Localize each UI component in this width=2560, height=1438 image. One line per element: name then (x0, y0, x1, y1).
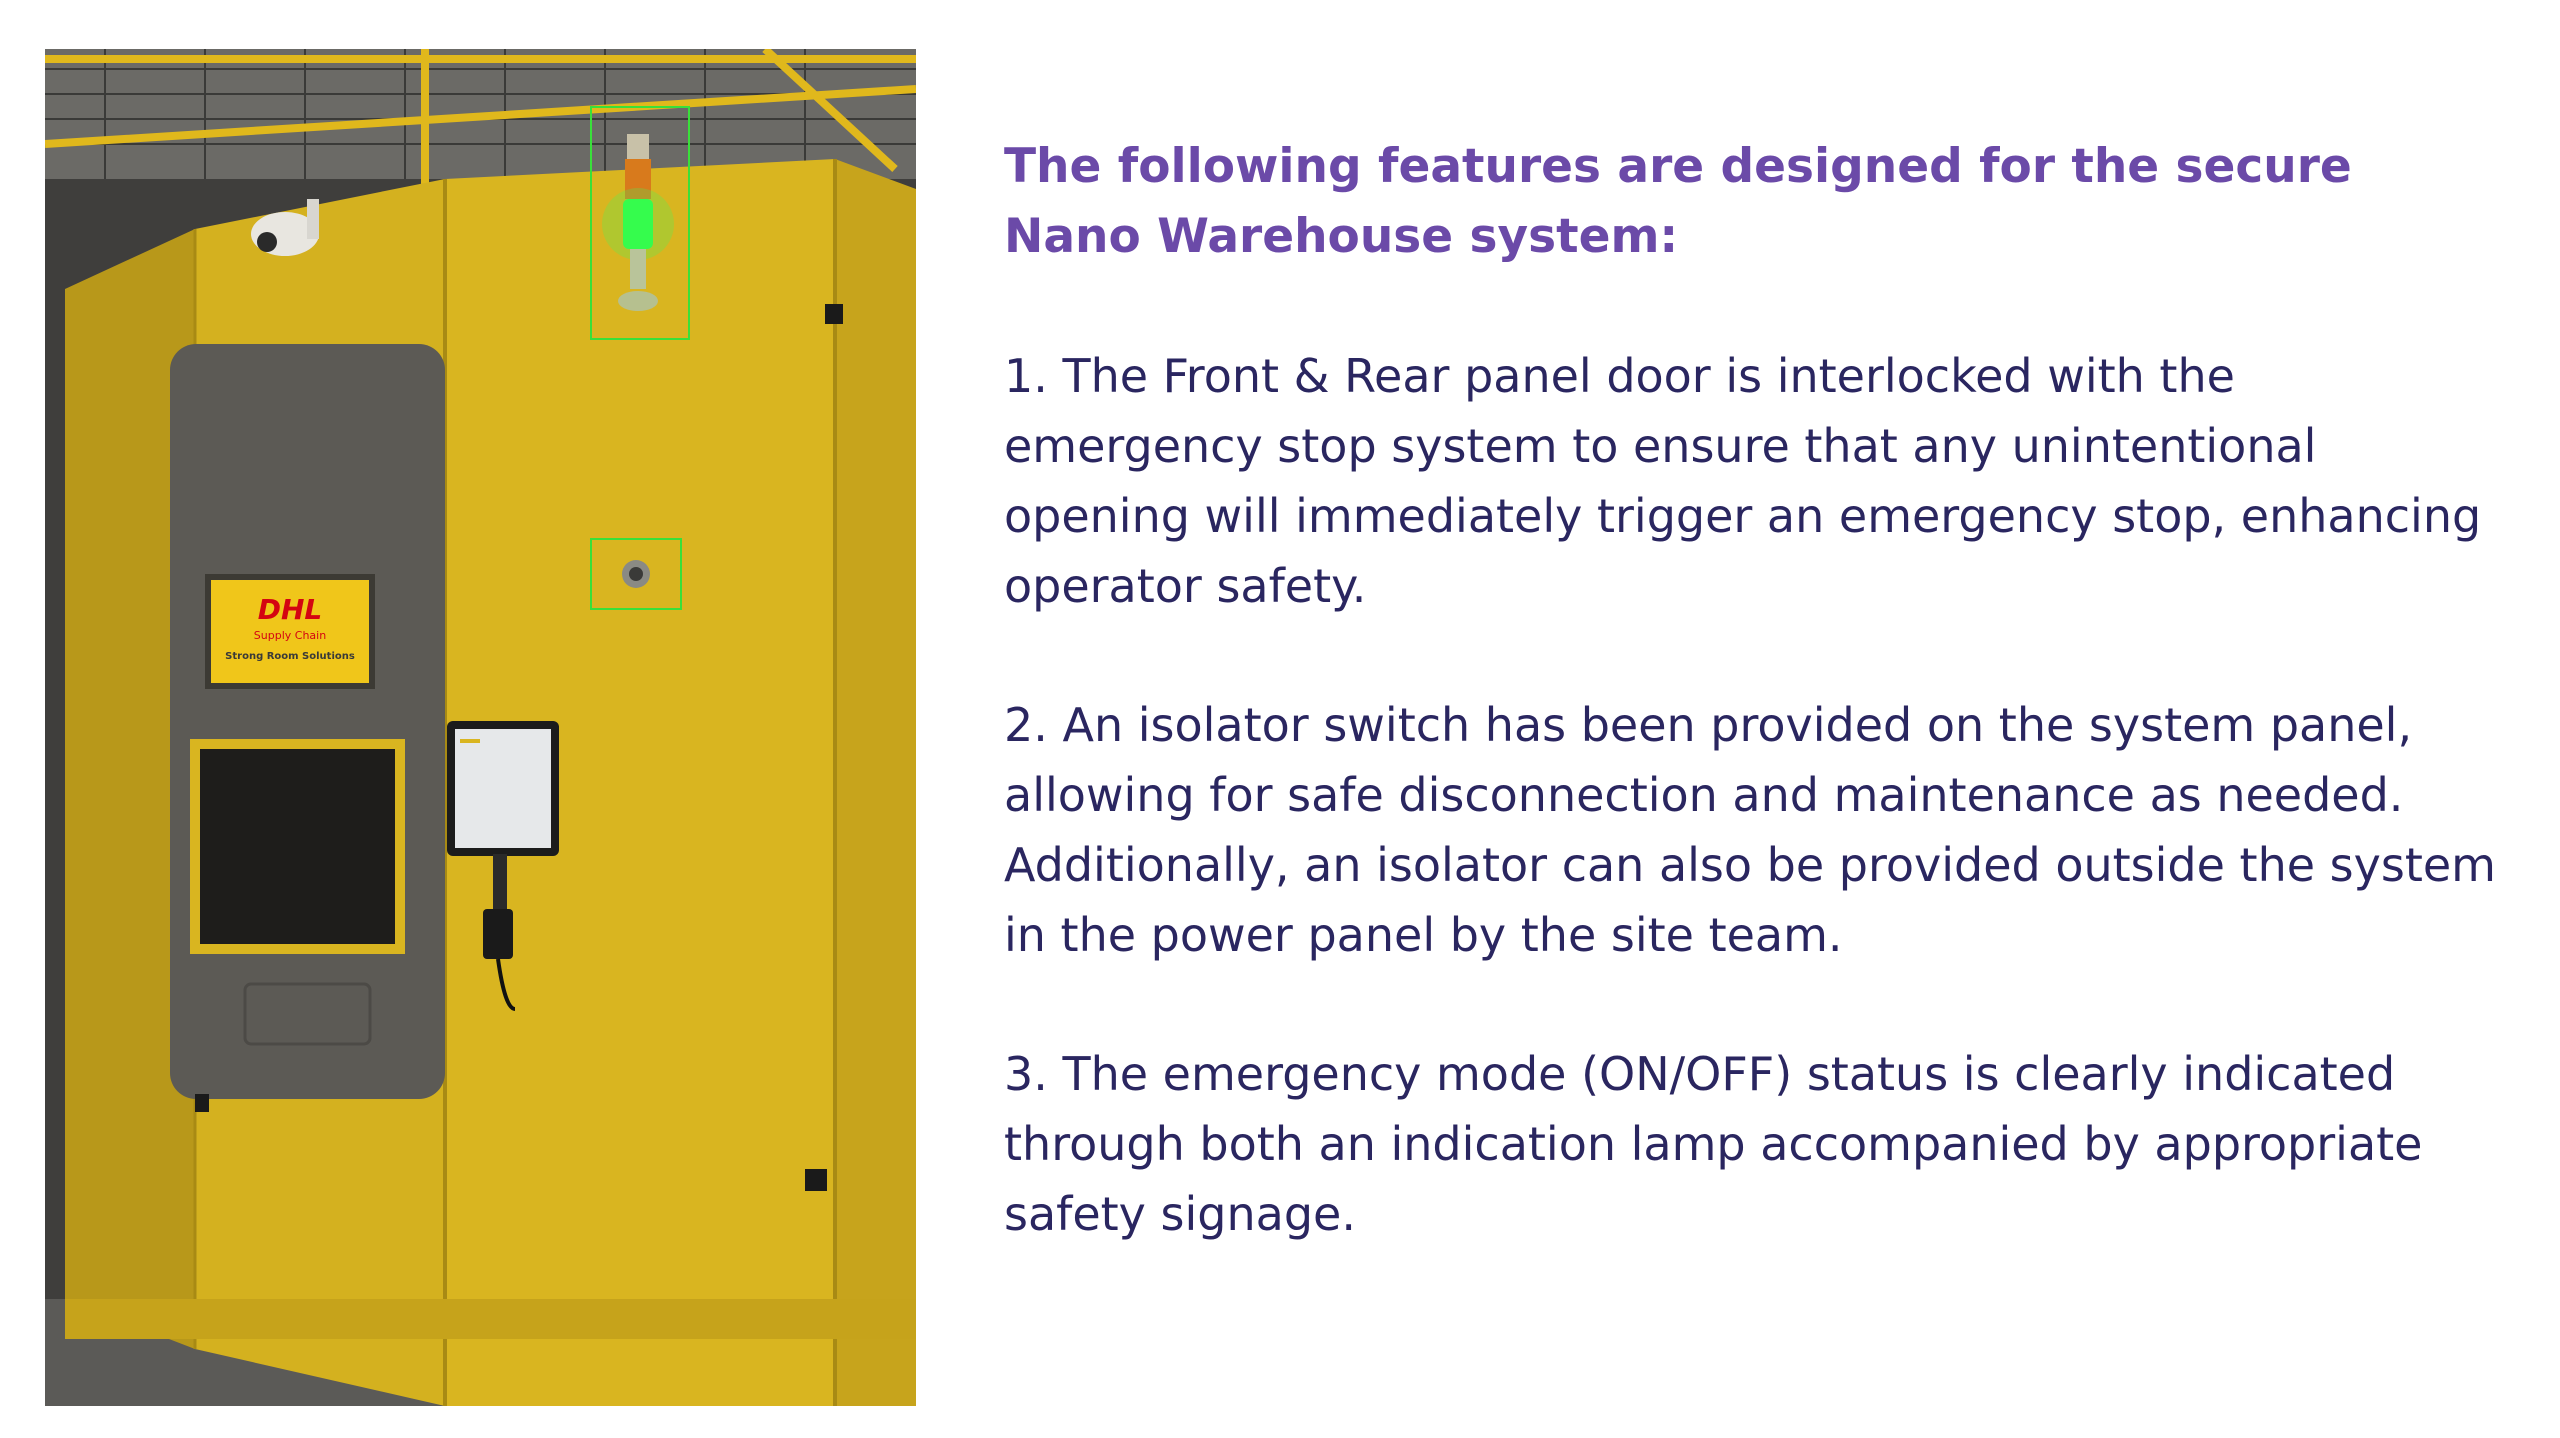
front-panel (170, 344, 445, 1099)
dhl-sign: DHL Supply Chain Strong Room Solutions (211, 580, 369, 683)
tower-light-highlight-box (590, 106, 690, 340)
tower-light-icon (602, 134, 674, 311)
dhl-logo-text: DHL (258, 593, 323, 626)
cctv-camera (251, 199, 319, 256)
isolator-switch-highlight-box (590, 538, 682, 610)
tablet-terminal (447, 721, 559, 1011)
nano-warehouse-photo: DHL Supply Chain Strong Room Solutions (45, 49, 916, 1406)
cabinet-right-face (835, 159, 916, 1406)
feature-point-2: 2. An isolator switch has been provided … (1004, 698, 2496, 962)
latch (825, 304, 843, 324)
pick-window (190, 739, 405, 954)
cabinet-left-face (65, 229, 195, 1349)
cabinet-center-face (445, 159, 835, 1406)
latch (195, 1094, 209, 1112)
dhl-sign-line-2: Strong Room Solutions (225, 651, 355, 662)
isolator-switch-icon (622, 560, 650, 588)
feature-point-3: 3. The emergency mode (ON/OFF) status is… (1004, 1047, 2423, 1241)
dhl-sign-line-1: Supply Chain (254, 629, 326, 642)
latch (805, 1169, 827, 1191)
features-text-block: The following features are designed for … (1004, 132, 2504, 1249)
warehouse-illustration: DHL Supply Chain Strong Room Solutions (45, 49, 916, 1406)
feature-point-1: 1. The Front & Rear panel door is interl… (1004, 349, 2482, 613)
features-heading: The following features are designed for … (1004, 139, 2352, 264)
ceiling-beams (45, 49, 916, 189)
